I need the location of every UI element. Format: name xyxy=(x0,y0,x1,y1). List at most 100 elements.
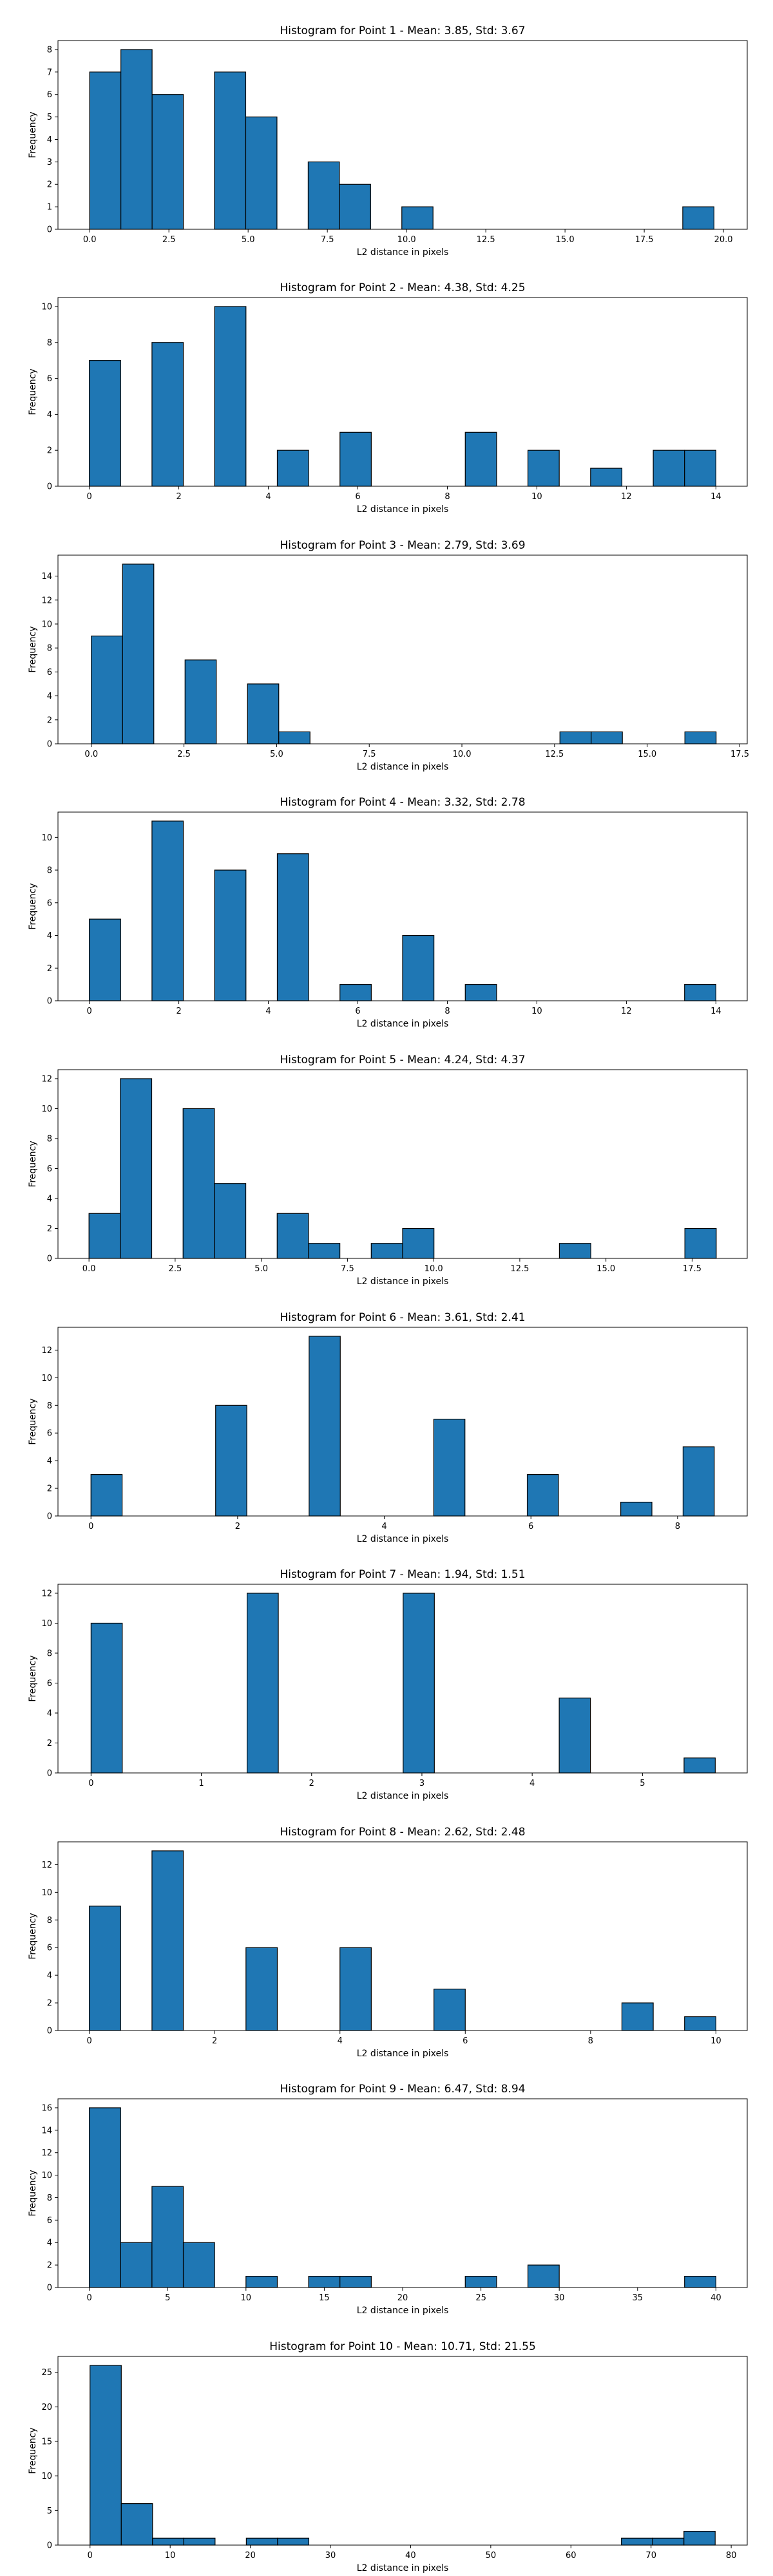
histogram-bar xyxy=(308,1243,341,1259)
histogram-bar xyxy=(684,984,716,1001)
histogram-bar xyxy=(120,2503,153,2546)
histogram-bar xyxy=(684,731,717,744)
y-tick-label: 8 xyxy=(47,45,52,55)
y-tick-label: 2 xyxy=(47,446,52,456)
x-tick-label: 10 xyxy=(531,492,542,502)
histogram-bar xyxy=(276,1213,309,1259)
histogram-bar xyxy=(527,2264,560,2288)
histogram-panel-2: Histogram for Point 2 - Mean: 4.38, Std:… xyxy=(28,281,748,515)
chart-title: Histogram for Point 1 - Mean: 3.85, Std:… xyxy=(280,24,525,37)
y-tick-label: 0 xyxy=(47,997,52,1007)
histogram-bar xyxy=(464,2275,497,2288)
plot-frame xyxy=(57,1069,748,1259)
x-tick-label: 3 xyxy=(419,1779,425,1788)
x-tick-label: 0 xyxy=(88,2551,93,2561)
chart-title: Histogram for Point 4 - Mean: 3.32, Std:… xyxy=(280,796,525,809)
y-tick-label: 4 xyxy=(47,135,52,145)
x-tick-label: 2 xyxy=(235,1522,240,1531)
y-tick-label: 0 xyxy=(47,2284,52,2293)
histogram-bar xyxy=(183,2537,216,2546)
histogram-bar xyxy=(527,450,560,487)
y-tick-label: 2 xyxy=(47,1484,52,1494)
y-tick-label: 10 xyxy=(41,1888,52,1898)
histogram-bar xyxy=(621,2537,653,2546)
y-tick-label: 8 xyxy=(47,1649,52,1658)
y-tick-label: 6 xyxy=(47,374,52,384)
chart-title: Histogram for Point 2 - Mean: 4.38, Std:… xyxy=(280,281,525,294)
x-tick-label: 10 xyxy=(531,1007,542,1016)
y-axis-label: Frequency xyxy=(28,111,38,158)
y-tick-label: 2 xyxy=(47,2261,52,2271)
histogram-bar xyxy=(276,450,309,487)
y-axis-label: Frequency xyxy=(28,2170,38,2216)
x-tick-label: 35 xyxy=(632,2293,643,2303)
histogram-bar xyxy=(184,659,217,744)
y-tick-label: 2 xyxy=(47,964,52,974)
histogram-bar xyxy=(245,2275,278,2288)
y-tick-label: 2 xyxy=(47,1224,52,1234)
histogram-bar xyxy=(402,934,435,1001)
x-tick-label: 2 xyxy=(212,2036,217,2046)
x-tick-label: 0 xyxy=(88,1779,93,1788)
x-tick-label: 12 xyxy=(621,1007,632,1016)
histogram-panel-10: Histogram for Point 10 - Mean: 10.71, St… xyxy=(28,2340,748,2573)
histogram-panel-7: Histogram for Point 7 - Mean: 1.94, Std:… xyxy=(28,1568,748,1801)
histogram-bar xyxy=(89,918,121,1001)
y-tick-label: 0 xyxy=(47,2541,52,2551)
chart-title: Histogram for Point 10 - Mean: 10.71, St… xyxy=(269,2340,536,2353)
histogram-bar xyxy=(559,731,592,744)
histogram-bar xyxy=(182,2242,215,2288)
x-tick-label: 60 xyxy=(566,2551,577,2561)
y-tick-label: 12 xyxy=(41,1589,52,1598)
x-tick-label: 6 xyxy=(355,1007,360,1016)
histogram-bar xyxy=(245,116,278,230)
histogram-bar xyxy=(277,2537,310,2546)
x-axis-label: L2 distance in pixels xyxy=(357,2049,449,2059)
histogram-bar xyxy=(682,1446,715,1517)
x-tick-label: 15.0 xyxy=(638,750,656,759)
y-tick-label: 12 xyxy=(41,1074,52,1084)
y-tick-label: 0 xyxy=(47,1255,52,1264)
x-tick-label: 2 xyxy=(176,492,181,502)
histogram-bar xyxy=(339,984,372,1001)
x-tick-label: 6 xyxy=(528,1522,533,1531)
y-tick-label: 10 xyxy=(41,1374,52,1383)
x-tick-label: 10.0 xyxy=(397,235,416,245)
histogram-bar xyxy=(151,94,184,230)
y-tick-label: 10 xyxy=(41,2171,52,2181)
y-tick-label: 10 xyxy=(41,2472,52,2481)
y-tick-label: 0 xyxy=(47,1512,52,1522)
histogram-bar xyxy=(684,1227,717,1259)
chart-title: Histogram for Point 6 - Mean: 3.61, Std:… xyxy=(280,1311,525,1324)
x-tick-label: 4 xyxy=(530,1779,535,1788)
x-tick-label: 0.0 xyxy=(82,1264,96,1274)
y-tick-label: 12 xyxy=(41,1861,52,1870)
y-tick-label: 0 xyxy=(47,2027,52,2036)
histogram-bar xyxy=(151,342,184,487)
histogram-bar xyxy=(590,468,623,487)
x-tick-label: 5 xyxy=(165,2293,170,2303)
x-tick-label: 0 xyxy=(86,2293,91,2303)
y-tick-label: 12 xyxy=(41,2148,52,2158)
chart-title: Histogram for Point 9 - Mean: 6.47, Std:… xyxy=(280,2083,525,2096)
x-tick-label: 0.0 xyxy=(84,750,98,759)
y-tick-label: 6 xyxy=(47,1164,52,1174)
y-tick-label: 6 xyxy=(47,898,52,908)
histogram-bar xyxy=(621,2002,654,2031)
y-tick-label: 10 xyxy=(41,620,52,629)
histogram-bar xyxy=(558,1698,591,1774)
x-tick-label: 8 xyxy=(588,2036,593,2046)
histogram-bar xyxy=(89,2107,121,2288)
y-tick-label: 0 xyxy=(47,740,52,750)
histogram-bar xyxy=(245,2537,278,2546)
x-axis-label: L2 distance in pixels xyxy=(357,2306,449,2316)
y-tick-label: 4 xyxy=(47,1194,52,1204)
histogram-bar xyxy=(558,1243,591,1259)
x-axis-label: L2 distance in pixels xyxy=(357,247,449,258)
x-tick-label: 25 xyxy=(475,2293,486,2303)
y-tick-label: 12 xyxy=(41,1346,52,1356)
y-tick-label: 6 xyxy=(47,1944,52,1953)
histogram-bar xyxy=(91,635,123,744)
y-axis-label: Frequency xyxy=(28,1398,38,1444)
